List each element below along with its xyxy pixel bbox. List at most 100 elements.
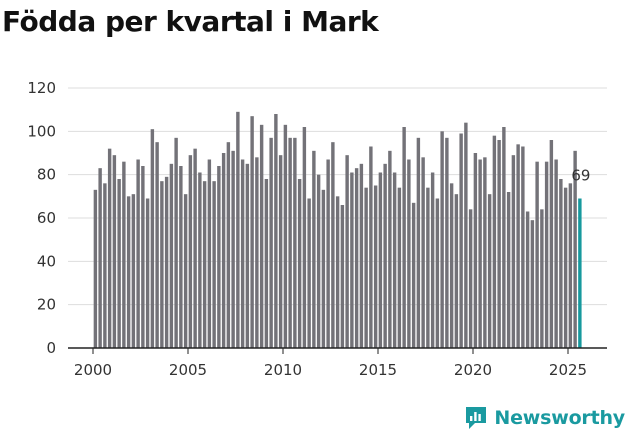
bar — [573, 150, 577, 348]
x-tick-label: 2015 — [359, 361, 397, 379]
bars — [93, 111, 582, 348]
bar — [544, 161, 549, 348]
bar — [288, 137, 292, 348]
x-tick-label: 2025 — [549, 361, 587, 379]
bar — [540, 209, 544, 348]
bar — [435, 198, 440, 348]
bar — [411, 202, 416, 348]
y-tick-label: 20 — [37, 296, 56, 314]
bar — [440, 131, 444, 348]
bar — [430, 172, 435, 348]
bar — [397, 187, 402, 348]
x-tick-label: 2005 — [169, 361, 207, 379]
bar — [150, 129, 155, 348]
bar — [126, 196, 131, 348]
bar — [183, 194, 188, 348]
bar — [525, 211, 530, 348]
bar — [269, 137, 273, 348]
bar — [426, 187, 430, 348]
bar — [283, 124, 288, 348]
y-tick-label: 60 — [37, 209, 56, 227]
bar — [373, 185, 378, 348]
bar — [364, 187, 368, 348]
labels: 0 20 40 60 80 100 120 69 2000 2005 2010 2015 2020 202… — [27, 79, 590, 379]
bar — [131, 194, 136, 348]
bar — [345, 155, 349, 348]
bar — [568, 183, 573, 348]
bar — [122, 161, 126, 348]
bar — [359, 163, 364, 348]
bar — [226, 142, 231, 348]
bar — [449, 183, 454, 348]
bar — [492, 135, 497, 348]
bar — [193, 148, 197, 348]
x-tick-label: 2010 — [264, 361, 302, 379]
bar — [487, 194, 492, 348]
bar — [383, 163, 387, 348]
bar — [293, 137, 297, 348]
bar — [506, 192, 511, 348]
bar — [93, 189, 98, 348]
x-tick-label: 2000 — [74, 361, 112, 379]
bar — [335, 196, 340, 348]
bar — [388, 150, 392, 348]
bar — [145, 198, 150, 348]
bar — [198, 172, 202, 348]
brand-name: Newsworthy — [494, 407, 625, 429]
bar — [312, 150, 316, 348]
bar — [483, 157, 487, 348]
bar — [103, 183, 107, 348]
bar — [354, 168, 359, 348]
axes — [68, 347, 607, 354]
bar — [530, 220, 535, 348]
bar — [302, 127, 307, 348]
newsworthy-icon — [466, 407, 487, 429]
bar — [164, 176, 169, 348]
bar — [169, 163, 174, 348]
bar — [259, 124, 264, 348]
bar — [563, 187, 568, 348]
bar — [516, 144, 520, 348]
bar — [240, 159, 245, 348]
newsworthy-logo[interactable]: Newsworthy — [464, 405, 625, 431]
bar — [141, 166, 145, 348]
bar — [473, 153, 478, 348]
bar-highlight — [578, 198, 582, 348]
bar — [549, 140, 554, 348]
bar — [231, 150, 235, 348]
bar — [326, 159, 330, 348]
bar — [202, 181, 207, 348]
bar — [212, 181, 216, 348]
bar — [350, 172, 354, 348]
bar — [236, 111, 240, 348]
bar — [274, 114, 278, 348]
bar — [307, 198, 311, 348]
bar — [331, 142, 335, 348]
bar — [421, 157, 425, 348]
bar — [112, 155, 117, 348]
bar — [468, 209, 473, 348]
bar — [521, 146, 525, 348]
bar — [407, 159, 411, 348]
chart-title: Födda per kvartal i Mark — [2, 5, 379, 38]
bar — [117, 179, 121, 348]
bar — [179, 166, 183, 348]
bar — [160, 181, 164, 348]
bar — [340, 205, 345, 348]
x-tick-label: 2020 — [454, 361, 492, 379]
bar — [478, 159, 482, 348]
bar — [369, 146, 373, 348]
bar — [321, 189, 326, 348]
bar — [497, 140, 501, 348]
bar — [416, 137, 421, 348]
bar — [250, 116, 254, 348]
bar — [221, 153, 226, 348]
bar — [174, 137, 178, 348]
bar — [378, 172, 383, 348]
bar — [245, 163, 250, 348]
y-tick-label: 80 — [37, 166, 56, 184]
bar — [316, 174, 321, 348]
bar — [278, 155, 283, 348]
y-tick-label: 120 — [27, 79, 56, 97]
